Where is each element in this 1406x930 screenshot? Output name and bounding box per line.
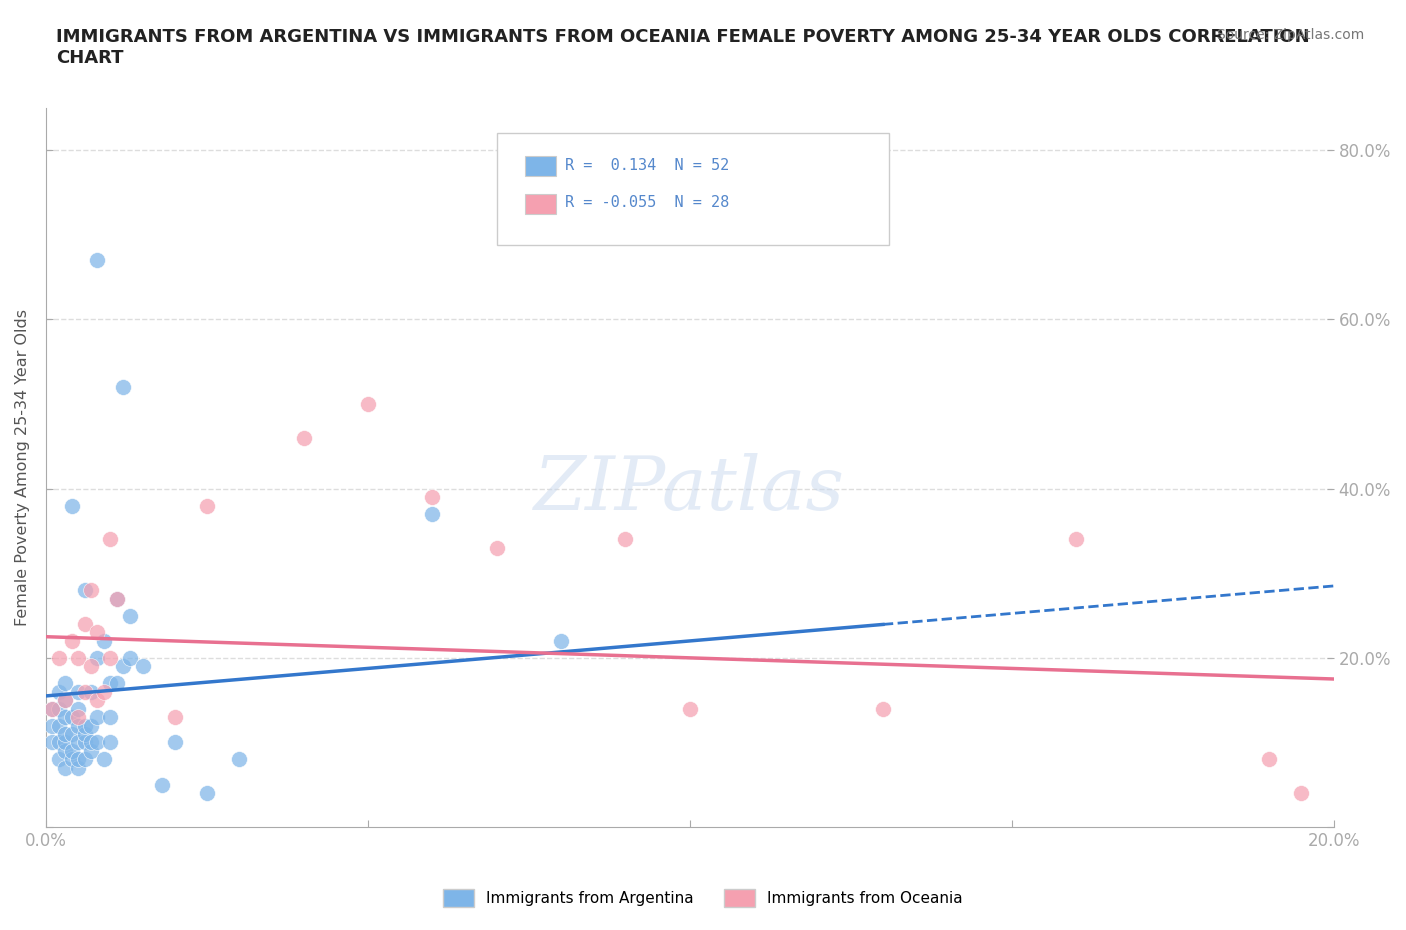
Legend: Immigrants from Argentina, Immigrants from Oceania: Immigrants from Argentina, Immigrants fr… [437, 884, 969, 913]
Bar [524, 156, 555, 177]
Point [80, 583, 103, 598]
Point [53, 676, 76, 691]
Point [41, 735, 63, 750]
Point [112, 658, 135, 673]
Text: Source: ZipAtlas.com: Source: ZipAtlas.com [1216, 28, 1364, 42]
Point [48, 650, 70, 665]
FancyBboxPatch shape [496, 133, 890, 245]
Point [48, 718, 70, 733]
Point [53, 710, 76, 724]
Point [60, 743, 83, 758]
Point [195, 786, 218, 801]
Point [86, 625, 108, 640]
Point [48, 701, 70, 716]
Point [60, 710, 83, 724]
Point [105, 591, 128, 606]
Point [93, 684, 115, 699]
Point [420, 490, 443, 505]
Point [98, 676, 121, 691]
Point [93, 633, 115, 648]
Point [98, 735, 121, 750]
Point [80, 743, 103, 758]
Point [150, 777, 173, 792]
Point [73, 684, 96, 699]
Point [80, 718, 103, 733]
Point [614, 532, 637, 547]
Point [679, 701, 702, 716]
Text: R =  0.134  N = 52: R = 0.134 N = 52 [565, 158, 730, 173]
Point [98, 532, 121, 547]
Point [93, 752, 115, 767]
Point [80, 735, 103, 750]
Point [53, 761, 76, 776]
Point [67, 650, 90, 665]
Point [105, 591, 128, 606]
Point [131, 658, 153, 673]
Point [53, 743, 76, 758]
Point [41, 701, 63, 716]
Point [80, 684, 103, 699]
Point [53, 726, 76, 741]
Point [53, 693, 76, 708]
Point [163, 710, 186, 724]
Point [53, 693, 76, 708]
Y-axis label: Female Poverty Among 25-34 Year Olds: Female Poverty Among 25-34 Year Olds [15, 309, 30, 626]
Point [86, 650, 108, 665]
Point [420, 507, 443, 522]
Text: ZIPatlas: ZIPatlas [534, 453, 845, 525]
Point [60, 498, 83, 513]
Point [48, 752, 70, 767]
Point [86, 710, 108, 724]
Point [60, 633, 83, 648]
Point [60, 752, 83, 767]
Point [73, 583, 96, 598]
Point [105, 676, 128, 691]
Point [67, 718, 90, 733]
Point [872, 701, 894, 716]
Point [228, 752, 250, 767]
Point [48, 735, 70, 750]
Point [41, 701, 63, 716]
Point [80, 658, 103, 673]
Point [118, 650, 141, 665]
Text: IMMIGRANTS FROM ARGENTINA VS IMMIGRANTS FROM OCEANIA FEMALE POVERTY AMONG 25-34 : IMMIGRANTS FROM ARGENTINA VS IMMIGRANTS … [56, 28, 1310, 67]
Point [86, 253, 108, 268]
Point [1064, 532, 1087, 547]
Point [67, 752, 90, 767]
Point [485, 540, 508, 555]
Point [292, 431, 315, 445]
Point [67, 684, 90, 699]
Point [98, 650, 121, 665]
Point [60, 726, 83, 741]
Point [41, 718, 63, 733]
Point [86, 693, 108, 708]
Point [53, 735, 76, 750]
Point [112, 379, 135, 394]
Point [550, 633, 572, 648]
Point [67, 710, 90, 724]
Point [163, 735, 186, 750]
Point [73, 718, 96, 733]
Point [357, 396, 380, 411]
Point [118, 608, 141, 623]
Bar [524, 193, 555, 214]
Point [73, 752, 96, 767]
Point [86, 735, 108, 750]
Point [67, 701, 90, 716]
Point [73, 617, 96, 631]
Point [67, 735, 90, 750]
Point [73, 726, 96, 741]
Point [98, 710, 121, 724]
Point [48, 684, 70, 699]
Text: R = -0.055  N = 28: R = -0.055 N = 28 [565, 195, 730, 210]
Point [1258, 752, 1281, 767]
Point [195, 498, 218, 513]
Point [73, 735, 96, 750]
Point [67, 761, 90, 776]
Point [1291, 786, 1313, 801]
